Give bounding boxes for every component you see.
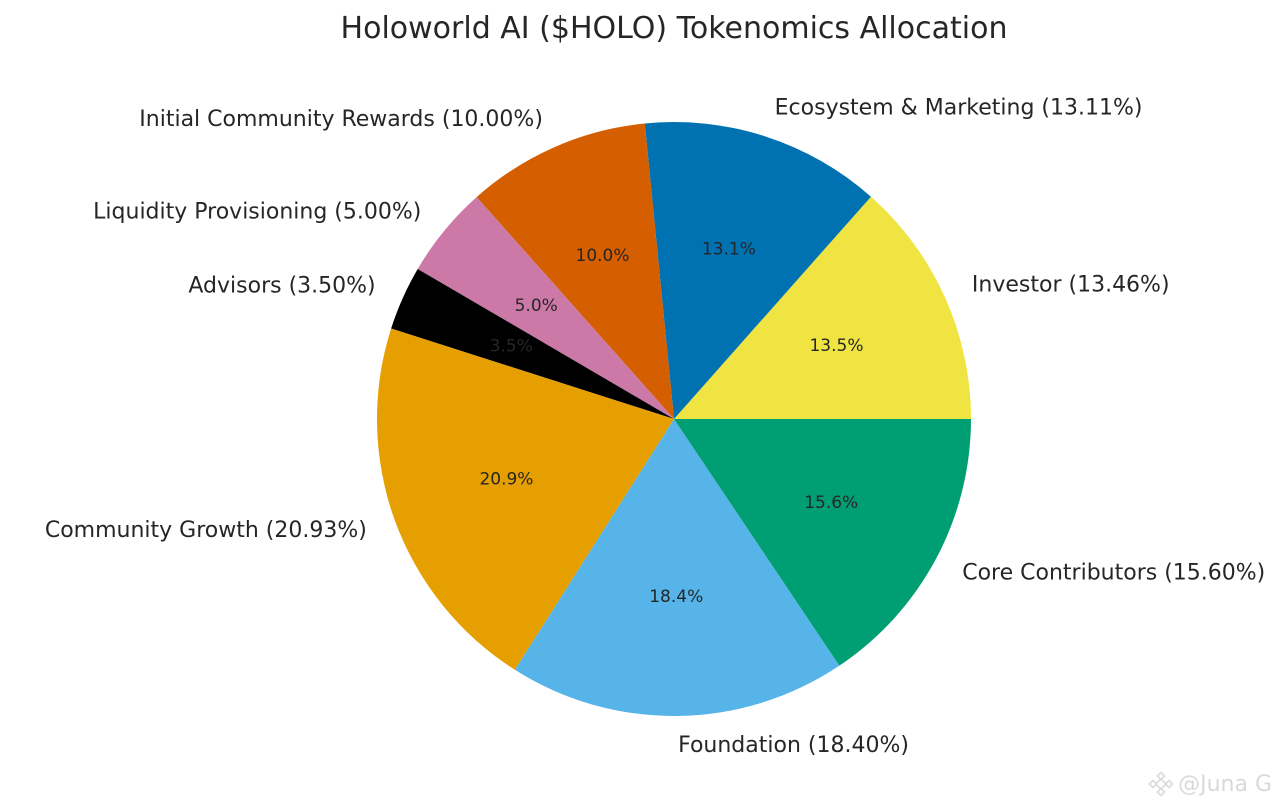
- label-community-growth: Community Growth (20.93%): [45, 518, 367, 543]
- watermark: @Juna G: [1148, 771, 1272, 797]
- pct-label-ecosystem-marketing: 13.1%: [702, 239, 756, 259]
- label-advisors: Advisors (3.50%): [188, 273, 375, 298]
- label-investor: Investor (13.46%): [972, 272, 1170, 297]
- binance-logo-icon: [1148, 771, 1174, 797]
- pct-label-initial-community-rewards: 10.0%: [576, 246, 630, 266]
- watermark-text: @Juna G: [1178, 771, 1272, 797]
- slice-investor: [674, 196, 971, 419]
- label-initial-community-rewards: Initial Community Rewards (10.00%): [139, 107, 543, 132]
- pct-label-investor: 13.5%: [809, 336, 863, 356]
- slice-liquidity-provisioning: [417, 197, 674, 419]
- pct-label-foundation: 18.4%: [649, 587, 703, 607]
- slice-ecosystem-marketing: [644, 122, 871, 420]
- pct-label-advisors: 3.5%: [490, 336, 533, 356]
- pie-slices: [376, 122, 971, 716]
- percent-labels: 13.5% 13.1% 10.0% 5.0% 3.5% 20.9% 18.4% 15.6%: [479, 239, 863, 607]
- slice-labels: Investor (13.46%) Ecosystem & Marketing (…: [45, 96, 1265, 758]
- label-liquidity-provisioning: Liquidity Provisioning (5.00%): [93, 199, 421, 224]
- pct-label-community-growth: 20.9%: [479, 470, 533, 490]
- label-foundation: Foundation (18.40%): [678, 733, 909, 758]
- slice-foundation: [514, 419, 840, 716]
- label-core-contributors: Core Contributors (15.60%): [962, 560, 1265, 585]
- pct-label-liquidity-provisioning: 5.0%: [515, 296, 558, 316]
- slice-core-contributors: [674, 419, 971, 666]
- pct-label-core-contributors: 15.6%: [804, 493, 858, 513]
- slice-initial-community-rewards: [476, 123, 674, 420]
- slice-advisors: [391, 268, 674, 419]
- label-ecosystem-marketing: Ecosystem & Marketing (13.11%): [775, 96, 1143, 121]
- slice-community-growth: [376, 328, 674, 670]
- chart-title: Holoworld AI ($HOLO) Tokenomics Allocati…: [341, 11, 1008, 46]
